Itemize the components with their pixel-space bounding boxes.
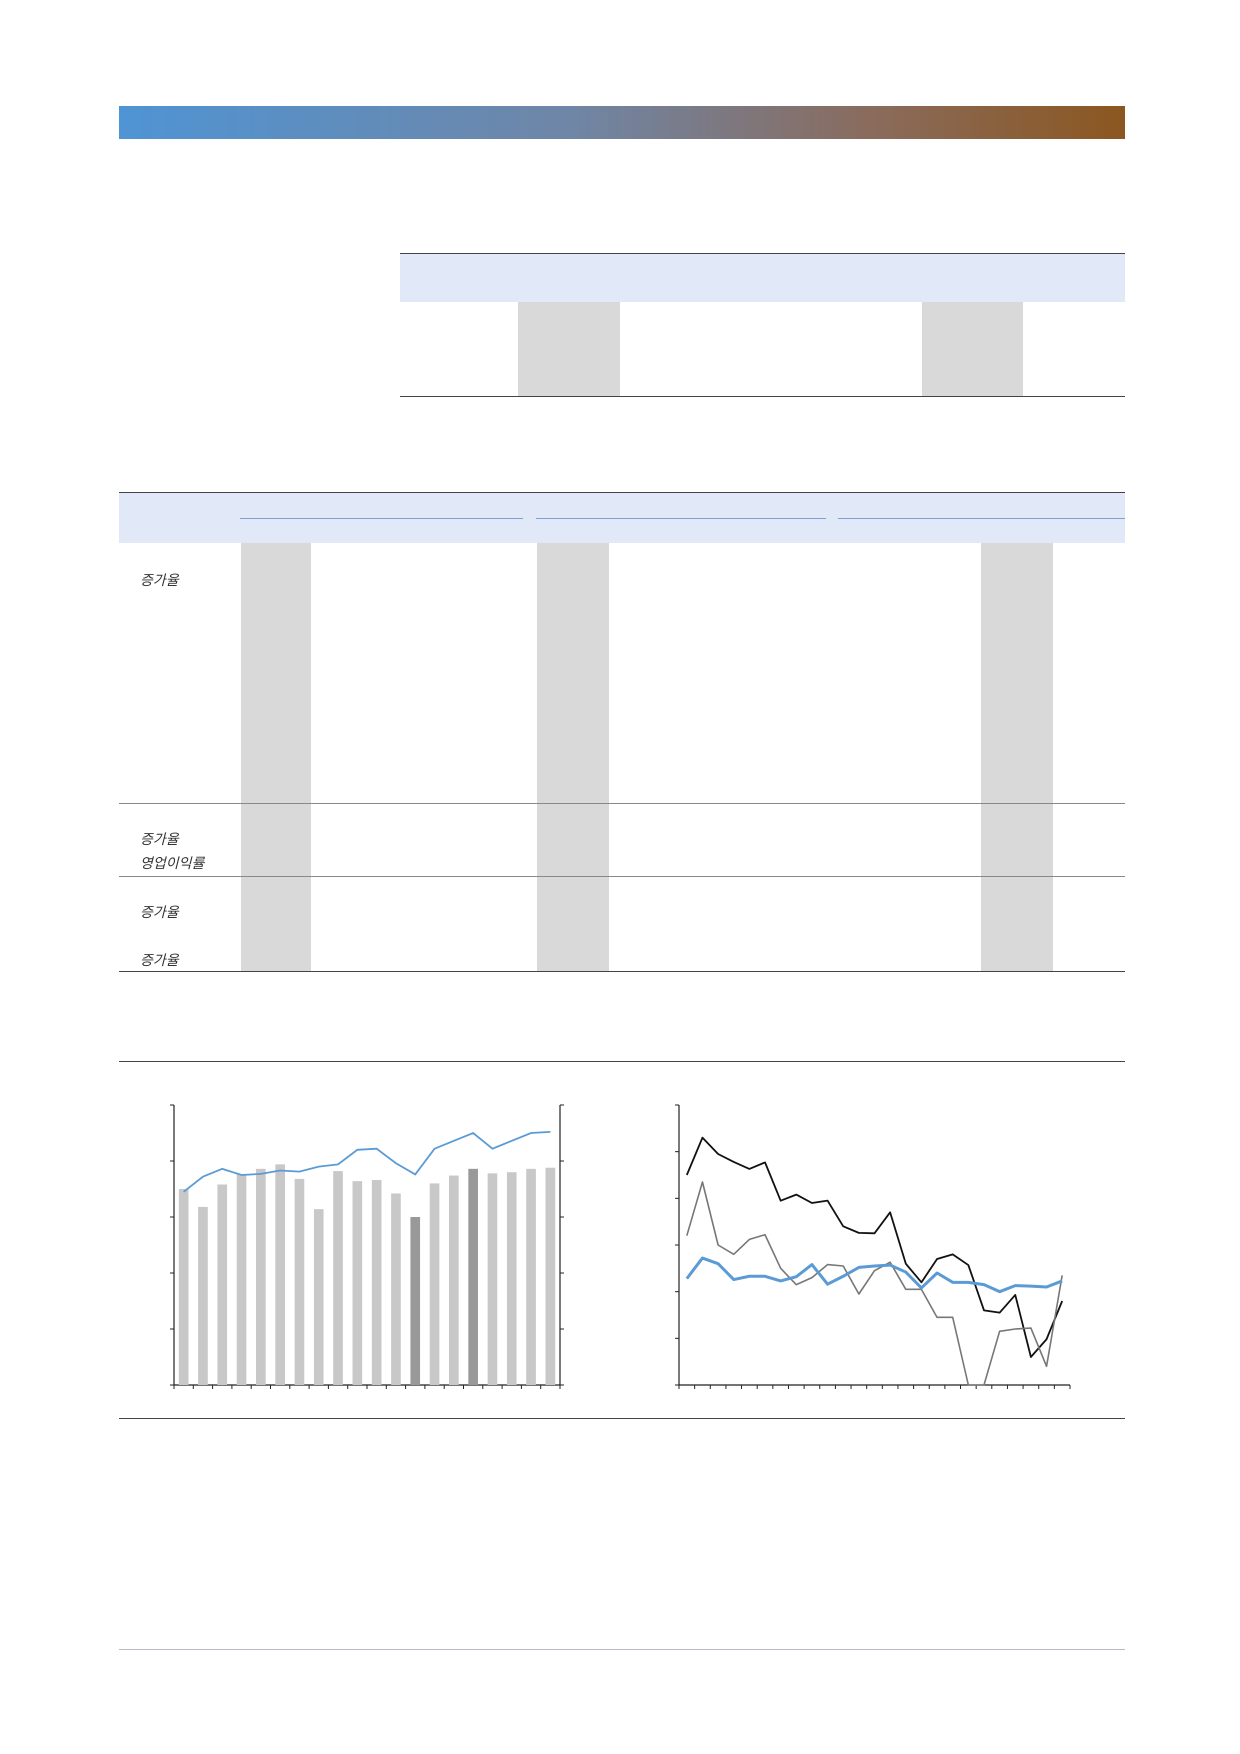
bar (468, 1168, 478, 1385)
table-2-section-rule (119, 876, 1125, 877)
bar (198, 1206, 208, 1385)
row-label: 증가율 (140, 832, 179, 848)
bar (178, 1189, 189, 1385)
row-label: 증가율 (140, 905, 179, 921)
bar (487, 1173, 498, 1385)
bar (236, 1174, 247, 1385)
bar (352, 1181, 363, 1385)
table-2-section-rule (119, 803, 1125, 804)
bar (391, 1193, 401, 1385)
table-2-shaded-column (981, 543, 1053, 971)
bar (410, 1217, 421, 1385)
row-label: 증가율 (140, 953, 179, 969)
bar (449, 1175, 459, 1385)
row-label: 증가율 (140, 573, 179, 589)
bar-line-chart (170, 1104, 564, 1389)
footer-rule (119, 1649, 1125, 1650)
bar (333, 1171, 343, 1385)
charts-bottom-rule (119, 1418, 1125, 1419)
bar (526, 1168, 536, 1385)
table-2-top-rule (119, 492, 1125, 493)
table-2-bottom-rule (119, 971, 1125, 972)
bar (256, 1168, 266, 1385)
bar (217, 1184, 228, 1385)
table-1-header-band (400, 254, 1125, 302)
line-series (685, 1136, 1064, 1358)
line-series (685, 1256, 1063, 1294)
charts-top-rule (119, 1061, 1125, 1062)
bar (506, 1172, 517, 1385)
table-1-shaded-column (518, 302, 620, 396)
line-series (686, 1181, 1063, 1386)
table-2-shaded-column (241, 543, 311, 971)
table-1-top-rule (400, 253, 1125, 254)
table-2-group-rule (240, 518, 523, 519)
bar (313, 1209, 324, 1385)
bar (429, 1183, 440, 1385)
table-1-bottom-rule (400, 396, 1125, 397)
line-series (183, 1130, 551, 1193)
bar (294, 1178, 305, 1385)
table-2-group-rule (838, 518, 1125, 519)
header-gradient-bar (119, 106, 1125, 139)
bar (275, 1164, 285, 1385)
multi-line-chart (675, 1104, 1071, 1389)
table-2-shaded-column (537, 543, 609, 971)
bar (545, 1167, 556, 1385)
row-label: 영업이익률 (140, 856, 205, 872)
table-1-shaded-column (922, 302, 1023, 396)
bar (371, 1180, 382, 1385)
table-2-group-rule (536, 518, 826, 519)
